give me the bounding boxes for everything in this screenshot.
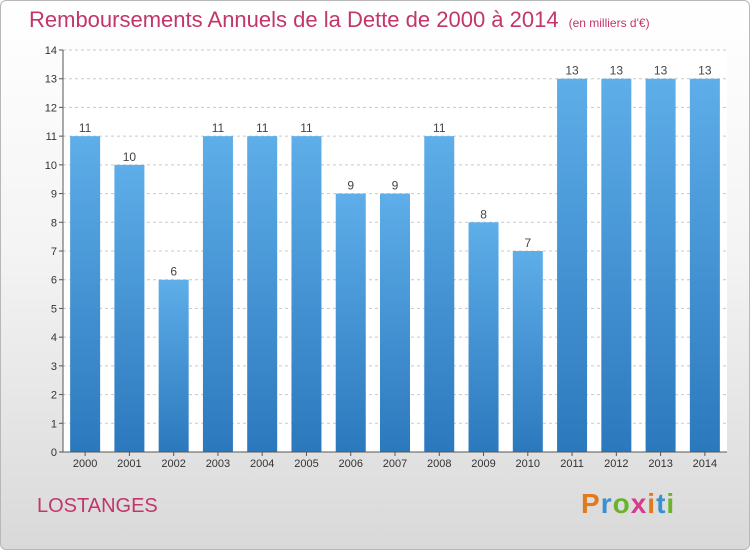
data-label: 11	[79, 121, 92, 135]
x-tick-label: 2001	[117, 458, 141, 470]
y-tick-label: 12	[45, 102, 57, 114]
logo-letter: P	[581, 488, 601, 519]
x-tick-label: 2005	[294, 458, 318, 470]
data-label: 13	[565, 64, 579, 78]
bar	[424, 136, 455, 452]
x-tick-label: 2002	[161, 458, 185, 470]
x-tick-label: 2010	[516, 458, 540, 470]
data-label: 13	[610, 64, 624, 78]
data-label: 11	[433, 121, 446, 135]
bar	[247, 136, 278, 452]
y-tick-label: 2	[51, 390, 57, 402]
x-axis-ticks: 2000 2001 2002 2003 2004 2005 2006 2007 2008 2009…	[73, 452, 717, 470]
data-label: 8	[480, 207, 487, 221]
logo-letter: o	[612, 488, 631, 519]
y-tick-label: 13	[45, 74, 57, 86]
logo-letter: t	[656, 488, 667, 519]
bar	[512, 251, 543, 452]
data-label: 11	[300, 121, 313, 135]
logo-letter: i	[666, 488, 676, 519]
x-tick-label: 2009	[471, 458, 495, 470]
data-label: 13	[654, 64, 668, 78]
bar	[335, 193, 366, 453]
logo-letter: x	[630, 488, 648, 519]
logo-letter: r	[600, 488, 613, 519]
x-tick-label: 2013	[648, 458, 672, 470]
y-tick-label: 6	[51, 275, 57, 287]
bar	[689, 78, 720, 452]
data-label: 6	[170, 265, 177, 279]
x-tick-label: 2008	[427, 458, 451, 470]
y-tick-label: 4	[51, 332, 57, 344]
proxiti-logo: Proxiti	[581, 488, 675, 520]
bar	[158, 279, 189, 452]
bar	[645, 78, 676, 452]
bar	[601, 78, 632, 452]
x-tick-label: 2011	[560, 458, 584, 470]
data-label: 11	[256, 121, 269, 135]
bar	[380, 193, 410, 453]
data-label: 7	[524, 236, 531, 250]
x-tick-label: 2014	[693, 458, 717, 470]
data-label: 13	[698, 64, 712, 78]
y-tick-label: 7	[51, 246, 57, 258]
data-label: 11	[212, 121, 225, 135]
commune-name: LOSTANGES	[37, 495, 158, 517]
data-label: 9	[392, 179, 399, 193]
bar	[114, 164, 145, 452]
y-tick-label: 10	[45, 160, 57, 172]
bar	[70, 136, 101, 452]
bars: 11 10 6 11 11 11 9 9 11 8 7 13 13 13 13	[70, 64, 720, 453]
x-tick-label: 2000	[73, 458, 97, 470]
y-tick-label: 11	[46, 131, 57, 143]
x-tick-label: 2012	[604, 458, 628, 470]
y-tick-label: 1	[51, 418, 57, 430]
chart-title: Remboursements Annuels de la Dette de 20…	[29, 7, 650, 33]
y-tick-label: 5	[51, 303, 57, 315]
y-tick-label: 3	[51, 361, 57, 373]
chart-unit: (en milliers d'€)	[568, 16, 650, 30]
chart-title-text: Remboursements Annuels de la Dette de 20…	[29, 7, 559, 32]
y-tick-label: 0	[51, 447, 57, 459]
bar	[557, 78, 588, 452]
bar	[202, 136, 233, 452]
x-tick-label: 2004	[250, 458, 274, 470]
y-tick-label: 14	[45, 45, 57, 57]
bar	[291, 136, 322, 452]
y-tick-label: 8	[51, 217, 57, 229]
bar	[468, 222, 499, 452]
x-tick-label: 2007	[383, 458, 407, 470]
logo-letter: i	[647, 488, 657, 519]
y-tick-label: 9	[51, 189, 57, 201]
x-tick-label: 2003	[206, 458, 230, 470]
data-label: 10	[123, 150, 137, 164]
x-tick-label: 2006	[338, 458, 362, 470]
data-label: 9	[347, 179, 354, 193]
